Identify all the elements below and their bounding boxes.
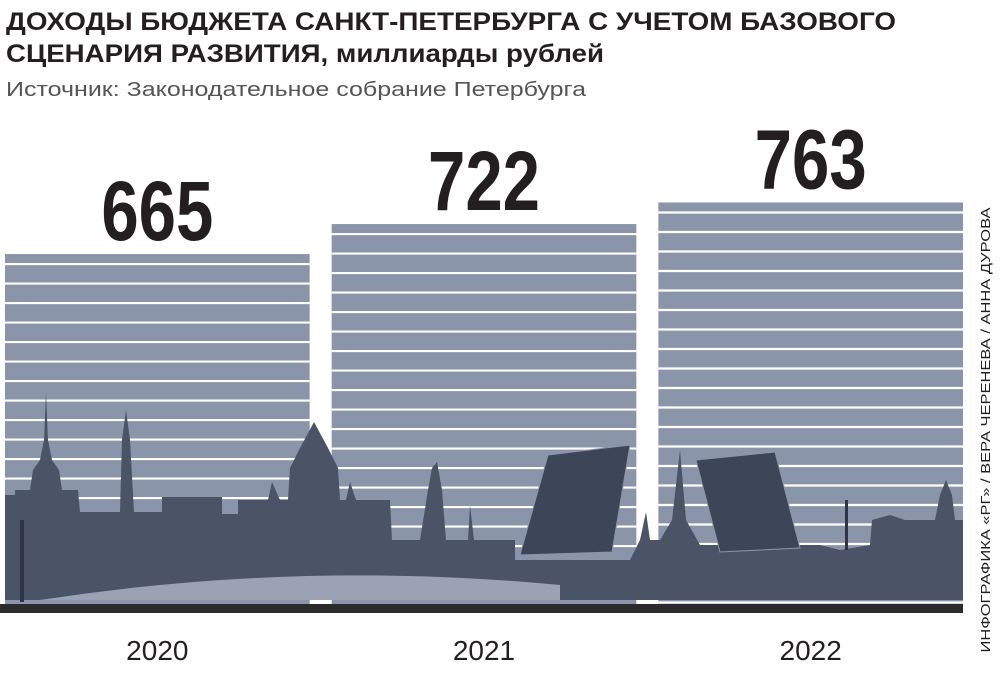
chart-title: СЦЕНАРИЯ РАЗВИТИЯ, миллиарды рублей <box>6 40 604 68</box>
skyline <box>0 392 963 613</box>
chart-subtitle: Источник: Законодательное собрание Петер… <box>6 79 587 101</box>
x-tick-label: 2022 <box>780 635 842 666</box>
chart-title: ДОХОДЫ БЮДЖЕТА САНКТ-ПЕТЕРБУРГА С УЧЕТОМ… <box>6 8 896 36</box>
value-label: 722 <box>428 134 540 228</box>
x-tick-label: 2020 <box>126 635 188 666</box>
credit: ИНФОГРАФИКА «РГ» / ВЕРА ЧЕРЕНЕВА / АННА … <box>978 207 993 652</box>
value-label: 763 <box>755 112 867 206</box>
x-tick-label: 2021 <box>453 635 515 666</box>
value-label: 665 <box>101 164 213 258</box>
